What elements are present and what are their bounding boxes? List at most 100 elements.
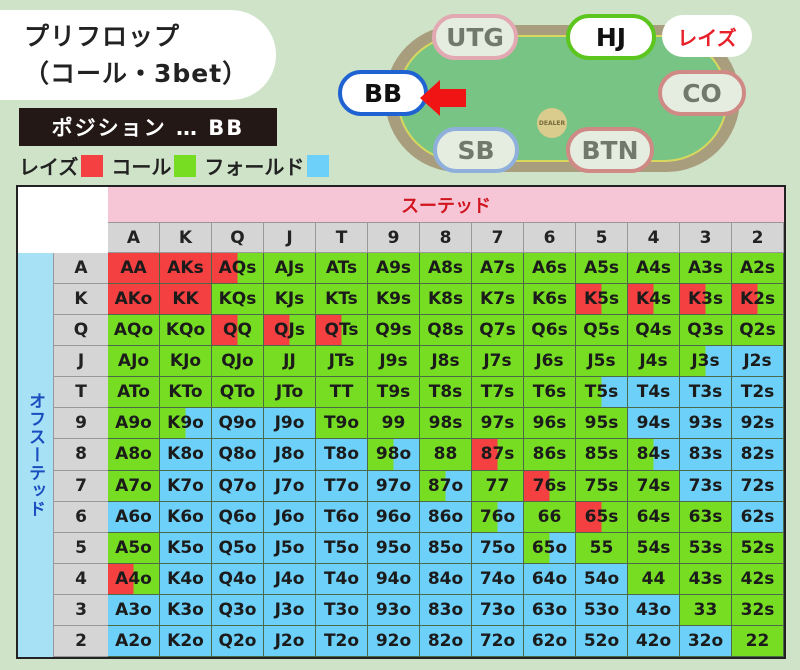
hand-cell: T6o	[316, 501, 368, 533]
hand-cell: K4s	[628, 284, 680, 316]
hand-cell: Q5o	[212, 532, 264, 564]
hand-label: 74o	[479, 568, 516, 589]
hand-cell: 95o	[368, 532, 420, 564]
hand-cell: A3s	[680, 253, 732, 285]
hand-label: T4o	[323, 568, 360, 589]
hand-cell: 42o	[628, 625, 680, 657]
row-header: 7	[54, 470, 108, 502]
hand-label: Q4s	[635, 320, 672, 341]
hand-cell: Q9o	[212, 408, 264, 440]
hand-label: K9s	[375, 289, 412, 310]
hand-label: 86o	[427, 506, 464, 527]
hand-label: T9s	[376, 382, 411, 403]
hand-cell: QJs	[264, 315, 316, 347]
hand-cell: T9o	[316, 408, 368, 440]
hand-cell: J2s	[732, 346, 784, 378]
hand-cell: K8s	[420, 284, 472, 316]
hand-label: 72s	[740, 475, 775, 496]
hand-label: K9o	[167, 413, 204, 434]
hand-label: J9s	[379, 351, 408, 372]
hand-cell: 84s	[628, 439, 680, 471]
hand-label: A5s	[583, 258, 620, 279]
hand-cell: J3s	[680, 346, 732, 378]
hand-cell: 85s	[576, 439, 628, 471]
hand-cell: TT	[316, 377, 368, 409]
hand-label: JTo	[275, 382, 304, 403]
row-header: Q	[54, 315, 108, 347]
hand-cell: T2o	[316, 625, 368, 657]
hand-cell: 96s	[524, 408, 576, 440]
hand-cell: Q5s	[576, 315, 628, 347]
seat-hj: HJ	[566, 14, 656, 60]
hand-cell: J9o	[264, 408, 316, 440]
hand-cell: T5o	[316, 532, 368, 564]
hand-label: Q6s	[531, 320, 568, 341]
hand-label: 82s	[740, 444, 775, 465]
hand-label: Q3s	[687, 320, 724, 341]
hand-cell: AQs	[212, 253, 264, 285]
hand-label: 87o	[427, 475, 464, 496]
hand-cell: J7o	[264, 470, 316, 502]
hand-cell: J7s	[472, 346, 524, 378]
hand-label: T6o	[323, 506, 360, 527]
hand-cell: Q2o	[212, 625, 264, 657]
hand-cell: K5o	[160, 532, 212, 564]
legend-fold-swatch	[307, 154, 330, 177]
hand-label: A9s	[375, 258, 412, 279]
seat-utg: UTG	[432, 14, 518, 60]
hand-label: T8o	[323, 444, 360, 465]
hand-label: 92s	[740, 413, 775, 434]
hand-label: A9o	[115, 413, 152, 434]
hand-label: 87s	[480, 444, 515, 465]
hand-cell: 72o	[472, 625, 524, 657]
hand-cell: T9s	[368, 377, 420, 409]
hand-cell: A2s	[732, 253, 784, 285]
hand-label: A4s	[635, 258, 672, 279]
hand-label: 73o	[479, 599, 516, 620]
hand-label: ATo	[117, 382, 150, 403]
hand-label: K5s	[583, 289, 620, 310]
hand-cell: 97o	[368, 470, 420, 502]
hand-cell: JTo	[264, 377, 316, 409]
arrow-left-icon	[420, 80, 466, 116]
hand-label: A8o	[115, 444, 152, 465]
hand-label: K6o	[167, 506, 204, 527]
hand-label: 73s	[688, 475, 723, 496]
hand-label: Q8o	[218, 444, 257, 465]
hand-label: T2s	[740, 382, 775, 403]
hand-label: QQ	[223, 320, 252, 341]
hand-cell: Q6o	[212, 501, 264, 533]
hand-label: Q8s	[427, 320, 464, 341]
hand-cell: K2o	[160, 625, 212, 657]
hand-cell: A3o	[108, 594, 160, 626]
hand-cell: T4o	[316, 563, 368, 595]
hand-label: J3o	[274, 599, 305, 620]
hand-cell: 98s	[420, 408, 472, 440]
hand-cell: K8o	[160, 439, 212, 471]
hand-label: Q4o	[218, 568, 257, 589]
hand-label: QTo	[219, 382, 256, 403]
hand-label: 85s	[584, 444, 619, 465]
hand-label: Q9s	[375, 320, 412, 341]
hand-label: 65o	[531, 537, 568, 558]
hand-cell: AKo	[108, 284, 160, 316]
hand-cell: QTo	[212, 377, 264, 409]
hand-label: 92o	[375, 630, 412, 651]
hand-cell: Q2s	[732, 315, 784, 347]
hand-label: K2s	[739, 289, 776, 310]
hand-cell: 22	[732, 625, 784, 657]
hand-cell: J4s	[628, 346, 680, 378]
column-header: 6	[524, 223, 576, 253]
hand-label: 83o	[427, 599, 464, 620]
row-header: 6	[54, 501, 108, 533]
hand-cell: 63o	[524, 594, 576, 626]
hand-cell: 54o	[576, 563, 628, 595]
hand-cell: KTo	[160, 377, 212, 409]
hand-cell: T8s	[420, 377, 472, 409]
hand-cell: K4o	[160, 563, 212, 595]
legend-raise-swatch	[81, 154, 104, 177]
hand-cell: J8o	[264, 439, 316, 471]
hand-cell: 33	[680, 594, 732, 626]
column-header: J	[264, 223, 316, 253]
seat-co: CO	[658, 70, 746, 116]
